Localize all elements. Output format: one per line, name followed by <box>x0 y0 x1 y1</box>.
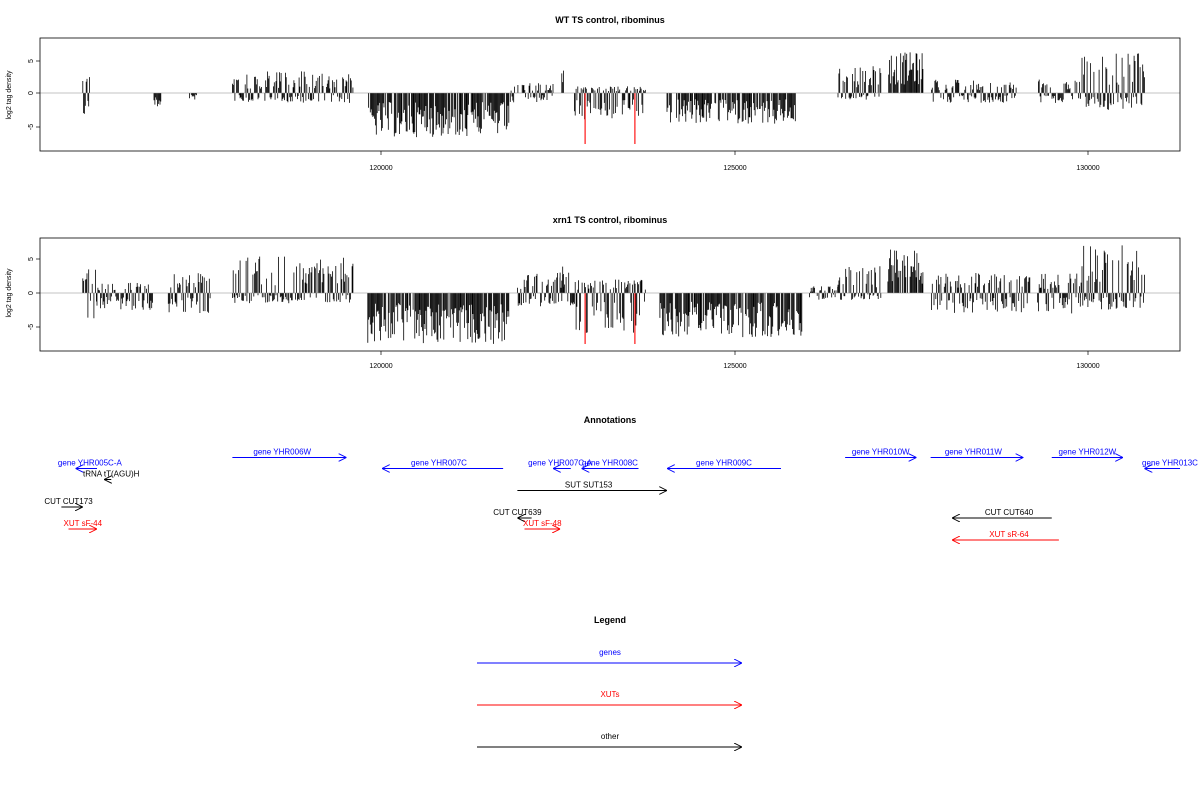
chart-title: xrn1 TS control, ribominus <box>553 215 668 225</box>
spike-group <box>584 293 636 344</box>
annotation-label: CUT CUT639 <box>493 508 542 517</box>
x-tick-label: 125000 <box>723 363 746 370</box>
annotation-label: XUT sF-48 <box>523 519 562 528</box>
annotation-label: gene YHR011W <box>945 448 1003 457</box>
y-tick-label: 0 <box>28 291 35 295</box>
annotation-label: gene YHR010W <box>852 448 910 457</box>
y-axis-label: log2 tag density <box>6 268 13 318</box>
chart-title: WT TS control, ribominus <box>555 15 665 25</box>
panel-xrn1: xrn1 TS control, ribominus log2 tag dens… <box>6 215 1181 370</box>
legend-title: Legend <box>594 615 626 625</box>
panel-wt: WT TS control, ribominus log2 tag densit… <box>6 15 1181 172</box>
annotation-items: gene YHR005C-A gene YHR006W gene YHR007C ge… <box>44 448 1198 541</box>
annotation-label: tRNA tT(AGU)H <box>83 470 140 479</box>
bar-group <box>82 245 1145 344</box>
annotation-label: CUT CUT173 <box>44 497 93 506</box>
y-axis: 5 0 -5 <box>28 59 40 130</box>
y-axis: 5 0 -5 <box>28 257 40 330</box>
annotation-label: XUT sR-64 <box>989 530 1029 539</box>
legend-items: genes XUTs other <box>477 648 742 747</box>
annotations-title: Annotations <box>584 415 637 425</box>
legend-label: genes <box>599 648 621 657</box>
annotation-label: SUT SUT153 <box>565 481 613 490</box>
legend-label: other <box>601 732 620 741</box>
y-tick-label: 0 <box>28 91 35 95</box>
y-tick-label: -5 <box>28 324 35 330</box>
y-tick-label: 5 <box>28 257 35 261</box>
y-tick-label: -5 <box>28 124 35 130</box>
annotation-label: gene YHR007C-A <box>528 459 593 468</box>
annotation-label: gene YHR013C <box>1142 459 1198 468</box>
spike-group <box>584 93 636 144</box>
x-tick-label: 130000 <box>1076 165 1099 172</box>
x-axis: 120000 125000 130000 <box>369 351 1100 370</box>
bar-group <box>82 52 1145 138</box>
annotation-label: gene YHR012W <box>1059 448 1117 457</box>
annotation-label: gene YHR007C <box>411 459 467 468</box>
legend-label: XUTs <box>600 690 619 699</box>
x-tick-label: 120000 <box>369 363 392 370</box>
annotation-label: CUT CUT640 <box>985 508 1034 517</box>
y-axis-label: log2 tag density <box>6 70 13 120</box>
plot-frame <box>39 37 1181 152</box>
x-tick-label: 125000 <box>723 165 746 172</box>
x-tick-label: 120000 <box>369 165 392 172</box>
annotation-label: gene YHR009C <box>696 459 752 468</box>
annotation-label: gene YHR006W <box>253 448 311 457</box>
x-tick-label: 130000 <box>1076 363 1099 370</box>
x-axis: 120000 125000 130000 <box>369 151 1100 172</box>
y-tick-label: 5 <box>28 59 35 63</box>
annotation-label: gene YHR008C <box>582 459 638 468</box>
plot-frame <box>39 237 1181 352</box>
annotation-label: gene YHR005C-A <box>58 459 123 468</box>
legend-panel: Legend genes XUTs other <box>477 615 742 747</box>
annotation-label: XUT sF-44 <box>63 519 102 528</box>
